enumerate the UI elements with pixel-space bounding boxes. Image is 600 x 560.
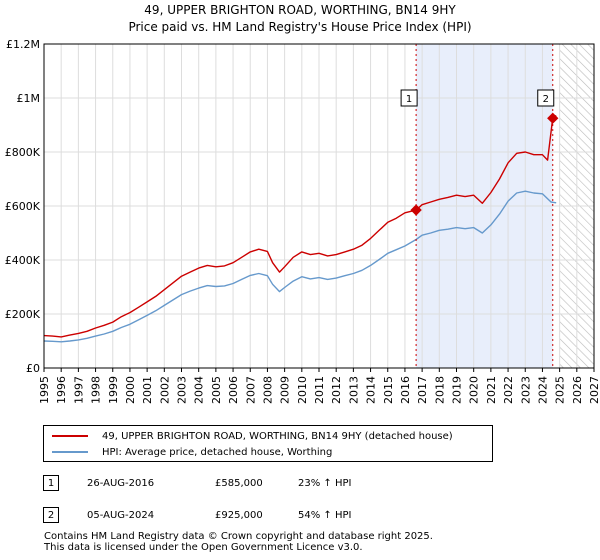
y-tick-label: £200K [5,308,41,321]
x-tick-label: 1995 [38,376,51,404]
x-tick-label: 2014 [365,376,378,404]
x-tick-label: 2000 [124,376,137,404]
x-tick-label: 2009 [279,376,292,404]
sale-1-label-box [400,89,418,107]
sale-badge: 2 [43,507,59,523]
x-tick-label: 2012 [330,376,343,404]
sale-row-2: 2 05-AUG-2024 £925,000 54% ↑ HPI [43,505,351,525]
legend-item-property: 49, UPPER BRIGHTON ROAD, WORTHING, BN14 … [52,428,453,444]
x-tick-label: 2013 [347,376,360,404]
hpi-series-line [43,190,557,343]
sale-hpi-change: 54% ↑ HPI [298,509,352,521]
sale-price: £585,000 [215,477,263,489]
x-tick-label: 2024 [536,376,549,404]
x-tick-label: 1997 [72,376,85,404]
sale-2-label-box [537,89,555,107]
legend-item-hpi: HPI: Average price, detached house, Wort… [52,444,332,460]
y-tick-label: £0 [26,362,40,375]
price-chart: £0 £200K £400K £600K £800K £1M £1.2M 1995 1996 19… [5,38,600,404]
y-tick-label: £400K [5,254,41,267]
y-tick-label: £600K [5,200,41,213]
x-tick-label: 2018 [433,376,446,404]
x-tick-label: 2022 [502,376,515,404]
x-tick-label: 2001 [141,376,154,404]
x-tick-label: 2019 [451,376,464,404]
chart-subtitle: Price paid vs. HM Land Registry's House … [128,20,472,34]
x-tick-label: 2015 [382,376,395,404]
x-tick-label: 2027 [588,376,600,404]
x-tick-label: 1996 [55,376,68,404]
sale-date: 26-AUG-2016 [87,477,155,489]
sale-1-point [410,204,422,216]
x-tick-label: 2020 [468,376,481,404]
x-tick-label: 2025 [554,376,567,404]
x-tick-label: 2021 [485,376,498,404]
sale-row-1: 1 26-AUG-2016 £585,000 23% ↑ HPI [43,473,351,493]
footer: Contains HM Land Registry data © Crown c… [44,531,433,553]
chart-title: 49, UPPER BRIGHTON ROAD, WORTHING, BN14 … [144,3,456,17]
legend-label-hpi: HPI: Average price, detached house, Wort… [102,446,333,458]
x-tick-label: 2003 [176,376,189,404]
sale-2-label: 2 [543,94,549,105]
sale-hpi-change: 23% ↑ HPI [298,477,352,489]
sale-badge: 1 [43,475,59,491]
chart-title-block: 49, UPPER BRIGHTON ROAD, WORTHING, BN14 … [0,2,600,36]
x-tick-label: 2006 [227,376,240,404]
x-tick-label: 2010 [296,376,309,404]
x-tick-label: 2008 [261,376,274,404]
x-tick-label: 2004 [193,376,206,404]
x-tick-label: 2005 [210,376,223,404]
legend: 49, UPPER BRIGHTON ROAD, WORTHING, BN14 … [43,425,493,462]
legend-swatch-property [52,435,88,437]
x-tick-label: 1998 [90,376,103,404]
x-tick-label: 2002 [158,376,171,404]
legend-swatch-hpi [52,451,88,453]
x-tick-label: 2026 [571,376,584,404]
footer-licence: This data is licensed under the Open Gov… [44,542,363,553]
property-series-line [43,115,557,338]
x-tick-label: 2017 [416,376,429,404]
x-tick-label: 1999 [107,376,120,404]
x-tick-label: 2011 [313,376,326,404]
x-tick-label: 2016 [399,376,412,404]
y-tick-label: £800K [5,146,41,159]
y-tick-label: £1.2M [6,38,40,51]
footer-copyright: Contains HM Land Registry data © Crown c… [44,531,433,542]
legend-label-property: 49, UPPER BRIGHTON ROAD, WORTHING, BN14 … [102,430,453,442]
sale-1-label: 1 [406,94,412,105]
plot-frame [43,43,595,369]
x-tick-label: 2007 [244,376,257,404]
sale-date: 05-AUG-2024 [87,509,155,521]
y-tick-label: £1M [17,92,41,105]
sale-price: £925,000 [215,509,263,521]
x-tick-label: 2023 [519,376,532,404]
